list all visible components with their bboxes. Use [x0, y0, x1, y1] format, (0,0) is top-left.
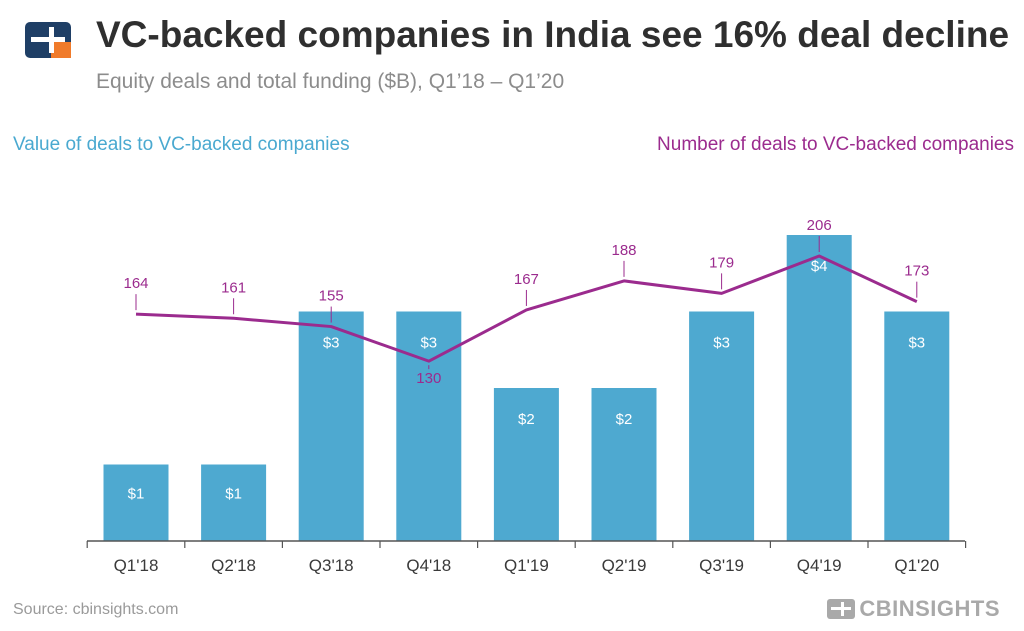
brand-name: CBINSIGHTS — [859, 596, 1000, 621]
point-value-label: 155 — [319, 288, 344, 305]
bar-Q1'20 — [884, 311, 950, 541]
legend-bar-series: Value of deals to VC-backed companies — [13, 134, 350, 155]
x-tick-label: Q1'19 — [504, 556, 549, 575]
bar-Q4'19 — [786, 235, 852, 541]
point-value-label: 167 — [514, 271, 539, 288]
x-tick-label: Q3'19 — [699, 556, 744, 575]
bar-value-label: $1 — [225, 486, 242, 503]
bar-Q2'19 — [591, 388, 657, 541]
point-value-label: 173 — [904, 263, 929, 280]
bar-Q3'18 — [298, 311, 364, 541]
cbinsights-logo-icon — [25, 22, 71, 58]
bar-value-label: $3 — [323, 335, 340, 352]
bar-Q2'18 — [201, 464, 267, 541]
deals-count-line — [135, 254, 918, 363]
cb-mark-icon — [827, 599, 856, 619]
bar-Q1'19 — [493, 388, 559, 541]
bar-Q1'18 — [103, 464, 169, 541]
point-value-label: 161 — [221, 279, 246, 296]
point-value-label: 179 — [709, 254, 734, 271]
legend-line-series: Number of deals to VC-backed companies — [657, 134, 1014, 155]
x-tick-label: Q2'19 — [602, 556, 647, 575]
x-tick-label: Q4'19 — [797, 556, 842, 575]
brand-logo: CBINSIGHTS — [827, 596, 1000, 622]
bar-value-label: $4 — [811, 258, 828, 275]
point-value-label: 130 — [416, 370, 441, 387]
x-tick-label: Q3'18 — [309, 556, 354, 575]
bar-value-label: $3 — [713, 335, 730, 352]
bar-value-label: $3 — [420, 335, 437, 352]
bar-value-label: $2 — [616, 411, 633, 428]
chart-title: VC-backed companies in India see 16% dea… — [96, 14, 1010, 55]
bar-value-label: $2 — [518, 411, 535, 428]
point-value-label: 164 — [123, 275, 148, 292]
x-tick-label: Q1'20 — [894, 556, 939, 575]
bar-value-label: $3 — [908, 335, 925, 352]
source-note: Source: cbinsights.com — [13, 601, 179, 618]
bar-Q3'19 — [689, 311, 755, 541]
x-tick-label: Q2'18 — [211, 556, 256, 575]
bar-value-label: $1 — [128, 486, 145, 503]
x-tick-label: Q1'18 — [114, 556, 159, 575]
chart-subtitle: Equity deals and total funding ($B), Q1’… — [96, 70, 565, 93]
point-value-label: 206 — [807, 217, 832, 234]
x-tick-label: Q4'18 — [406, 556, 451, 575]
point-value-label: 188 — [611, 242, 636, 259]
